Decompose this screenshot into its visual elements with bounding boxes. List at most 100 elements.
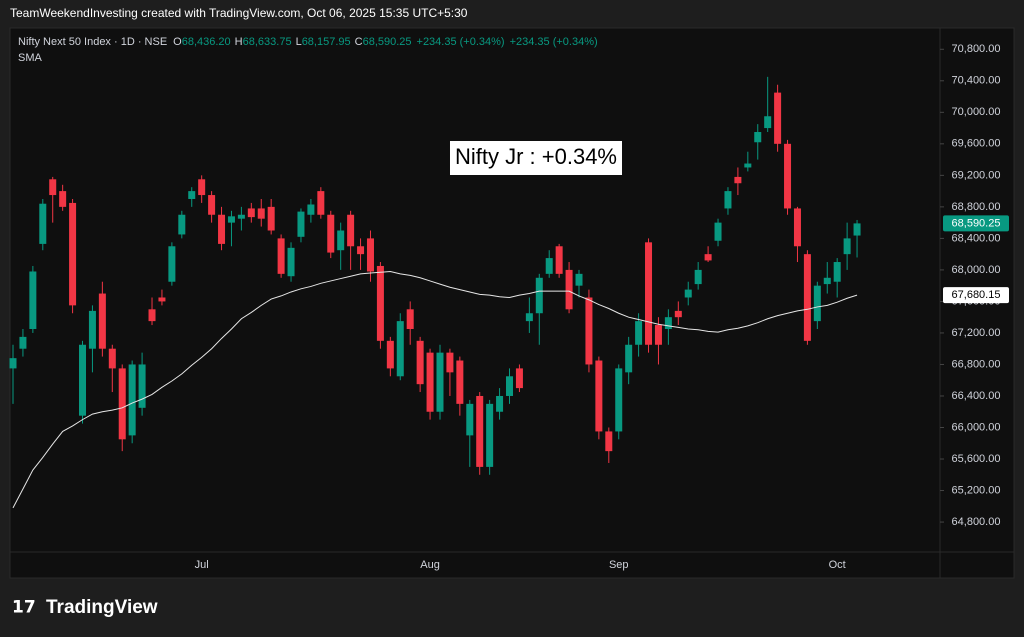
candle-body	[59, 191, 67, 207]
candle-body	[853, 223, 861, 236]
candle-body	[168, 246, 176, 282]
candle-body	[297, 211, 305, 237]
candle-body	[317, 191, 325, 215]
candle-body	[208, 195, 216, 215]
candle-body	[49, 179, 57, 196]
candle-body	[138, 364, 146, 408]
legend-key: H	[235, 36, 243, 48]
candle-body	[357, 246, 365, 255]
candle-body	[366, 238, 374, 272]
candle-body	[98, 293, 106, 349]
symbol: Nifty Next 50 Index · 1D · NSE	[18, 36, 167, 48]
y-tick-label: 66,400.00	[952, 390, 1001, 402]
candle-body	[515, 368, 523, 389]
candle-body	[386, 340, 394, 369]
y-tick-label: 67,200.00	[952, 327, 1001, 339]
candle-body	[833, 262, 841, 282]
price-label: 68,590.25	[952, 217, 1001, 229]
y-tick-label: 68,800.00	[952, 201, 1001, 213]
candle-body	[476, 395, 484, 467]
candle-body	[595, 360, 603, 432]
candle-body	[754, 132, 762, 143]
y-tick-label: 70,800.00	[952, 43, 1001, 55]
candle-body	[88, 310, 96, 349]
candle-body	[674, 310, 682, 318]
candle-body	[108, 348, 116, 369]
candle-body	[605, 431, 613, 452]
candle-body	[774, 92, 782, 144]
candle-body	[227, 216, 235, 223]
candle-body	[198, 179, 206, 196]
legend: Nifty Next 50 Index · 1D · NSE O68,436.20…	[18, 36, 598, 64]
x-tick-label: Sep	[609, 559, 629, 571]
candle-body	[734, 176, 742, 184]
candle-body	[396, 321, 404, 377]
candle-body	[148, 309, 156, 322]
y-tick-label: 70,000.00	[952, 106, 1001, 118]
candle-body	[406, 309, 414, 330]
sma-line	[12, 270, 858, 509]
candle-body	[645, 242, 653, 345]
candle-body	[79, 344, 87, 416]
y-tick-label: 65,600.00	[952, 453, 1001, 465]
candle-body	[188, 191, 196, 199]
candle-body	[19, 336, 27, 349]
candle-body	[506, 376, 513, 396]
legend-change: +234.35 (+0.34%)	[510, 36, 598, 48]
candle-body	[813, 285, 821, 322]
candle-body	[466, 403, 474, 436]
y-tick-label: 66,000.00	[952, 421, 1001, 433]
candle-body	[337, 230, 345, 251]
candle-body	[575, 273, 583, 286]
candle-body	[654, 325, 662, 345]
candle-body	[436, 352, 444, 412]
candle-body	[307, 204, 315, 215]
candle-body	[704, 254, 712, 261]
y-tick-label: 69,200.00	[952, 169, 1001, 181]
candle-body	[744, 163, 752, 168]
candle-body	[496, 395, 504, 412]
candle-body	[327, 214, 335, 253]
candle-body	[39, 203, 47, 244]
x-tick-label: Jul	[195, 559, 209, 571]
legend-change: +234.35 (+0.34%)	[417, 36, 505, 48]
candle-body	[615, 368, 623, 432]
y-tick-label: 70,400.00	[952, 75, 1001, 87]
x-tick-label: Aug	[420, 559, 440, 571]
candle-body	[843, 238, 851, 255]
candle-body	[545, 258, 553, 274]
legend-key: C	[355, 36, 363, 48]
price-label-box	[943, 215, 1009, 232]
candle-body	[803, 254, 811, 341]
candle-body	[585, 297, 593, 365]
candle-body	[237, 214, 245, 219]
candle-body	[784, 143, 792, 209]
candle-body	[724, 191, 732, 209]
legend-value: 68,633.75	[243, 36, 292, 48]
legend-line: Nifty Next 50 Index · 1D · NSE O68,436.20…	[18, 36, 598, 48]
candle-body	[178, 214, 186, 235]
candle-body	[376, 265, 384, 341]
candle-body	[446, 352, 454, 373]
candle-body	[764, 116, 772, 129]
candle-body	[456, 360, 464, 404]
y-tick-label: 68,400.00	[952, 232, 1001, 244]
candle-body	[128, 364, 136, 436]
candle-body	[426, 352, 434, 412]
candle-body	[257, 208, 265, 219]
candle-body	[684, 289, 692, 298]
candle-body	[9, 358, 17, 369]
candle-body	[714, 222, 722, 241]
candle-body	[158, 297, 166, 302]
legend-key: L	[296, 36, 302, 48]
candle-body	[277, 238, 285, 274]
candle-body	[565, 269, 573, 310]
candle-body	[525, 313, 533, 322]
price-label-box	[943, 287, 1009, 304]
candle-body	[823, 277, 831, 285]
y-tick-label: 66,800.00	[952, 358, 1001, 370]
candle-body	[664, 317, 672, 330]
candle-body	[625, 344, 633, 373]
candle-body	[347, 214, 355, 247]
